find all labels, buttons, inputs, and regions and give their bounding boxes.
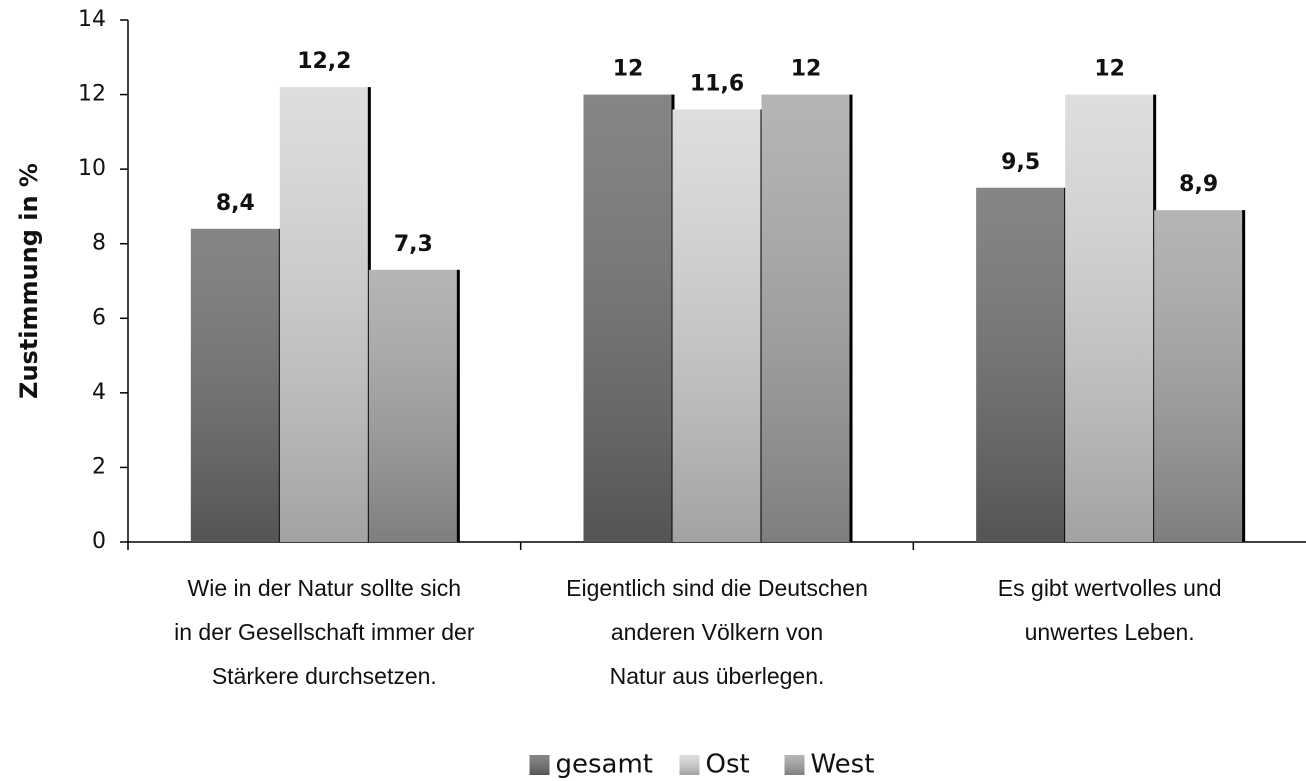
y-tick-label: 6 — [92, 305, 106, 330]
bar-edge — [849, 94, 853, 543]
y-tick-label: 2 — [92, 454, 106, 479]
legend-swatch-shade — [784, 755, 805, 775]
bar-shade — [761, 94, 851, 543]
y-tick-label: 10 — [78, 156, 106, 181]
x-tick-label: Es gibt wertvolles und — [998, 575, 1222, 601]
x-tick-label: anderen Völkern von — [611, 619, 823, 645]
y-tick-label: 4 — [92, 380, 106, 405]
legend-label: gesamt — [556, 750, 654, 780]
bar-shade — [1065, 94, 1155, 543]
value-label: 12 — [1094, 57, 1125, 82]
bar-shade — [190, 228, 280, 543]
bar-shade — [279, 87, 369, 542]
value-label: 12 — [613, 57, 644, 82]
y-tick-label: 8 — [92, 231, 106, 256]
bar-edge — [456, 269, 460, 542]
value-label: 11,6 — [690, 71, 744, 96]
bar-shade — [583, 94, 673, 543]
y-tick-label: 0 — [92, 529, 106, 554]
value-label: 9,5 — [1001, 150, 1040, 175]
bar-shade — [368, 269, 458, 542]
x-tick-label: Wie in der Natur sollte sich — [188, 575, 462, 601]
legend-swatch-shade — [529, 755, 550, 775]
legend-swatch-shade — [679, 755, 700, 775]
x-tick-label: in der Gesellschaft immer der — [174, 619, 475, 645]
x-tick-label: Stärkere durchsetzen. — [212, 663, 437, 689]
value-label: 8,9 — [1179, 172, 1218, 197]
bar-edge — [1242, 210, 1246, 542]
y-tick-label: 12 — [78, 82, 106, 107]
bar-shade — [672, 109, 762, 542]
value-label: 12 — [791, 57, 822, 82]
y-axis-title: Zustimmung in % — [15, 163, 43, 399]
value-label: 12,2 — [297, 49, 351, 74]
value-label: 7,3 — [394, 232, 433, 257]
legend-label: Ost — [706, 750, 750, 780]
value-label: 8,4 — [216, 191, 255, 216]
x-tick-label: Eigentlich sind die Deutschen — [566, 575, 868, 601]
bar-shade — [976, 187, 1066, 543]
bar-shade — [1154, 210, 1244, 542]
legend-label: West — [811, 750, 875, 780]
y-tick-label: 14 — [78, 7, 106, 32]
x-tick-label: Natur aus überlegen. — [610, 663, 825, 689]
x-tick-label: unwertes Leben. — [1025, 619, 1195, 645]
